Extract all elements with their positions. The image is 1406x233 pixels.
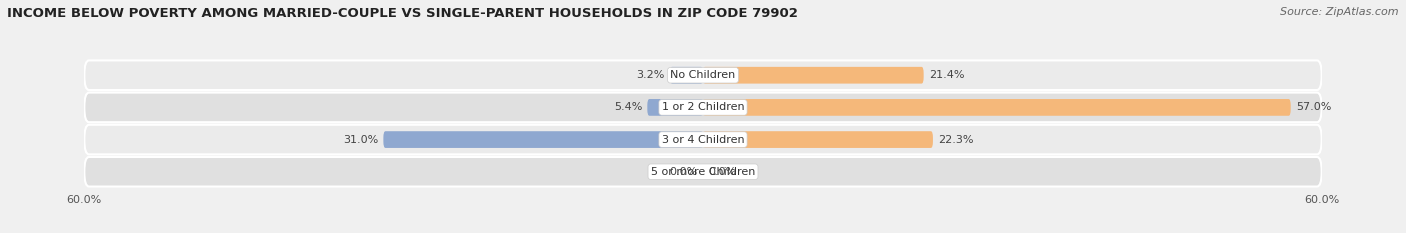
Text: Source: ZipAtlas.com: Source: ZipAtlas.com [1281, 7, 1399, 17]
Text: 3.2%: 3.2% [637, 70, 665, 80]
Text: 5.4%: 5.4% [614, 102, 643, 112]
Text: 0.0%: 0.0% [709, 167, 737, 177]
Text: 31.0%: 31.0% [343, 135, 378, 145]
Text: 21.4%: 21.4% [929, 70, 965, 80]
FancyBboxPatch shape [671, 67, 703, 84]
FancyBboxPatch shape [703, 67, 924, 84]
FancyBboxPatch shape [84, 125, 1322, 154]
FancyBboxPatch shape [384, 131, 703, 148]
FancyBboxPatch shape [84, 157, 1322, 187]
FancyBboxPatch shape [84, 60, 1322, 90]
FancyBboxPatch shape [703, 131, 934, 148]
Text: 1 or 2 Children: 1 or 2 Children [662, 102, 744, 112]
Text: 22.3%: 22.3% [938, 135, 973, 145]
Text: No Children: No Children [671, 70, 735, 80]
Text: INCOME BELOW POVERTY AMONG MARRIED-COUPLE VS SINGLE-PARENT HOUSEHOLDS IN ZIP COD: INCOME BELOW POVERTY AMONG MARRIED-COUPL… [7, 7, 799, 20]
FancyBboxPatch shape [647, 99, 703, 116]
Text: 5 or more Children: 5 or more Children [651, 167, 755, 177]
FancyBboxPatch shape [84, 93, 1322, 122]
Text: 3 or 4 Children: 3 or 4 Children [662, 135, 744, 145]
Text: 57.0%: 57.0% [1296, 102, 1331, 112]
FancyBboxPatch shape [703, 99, 1291, 116]
Text: 0.0%: 0.0% [669, 167, 697, 177]
